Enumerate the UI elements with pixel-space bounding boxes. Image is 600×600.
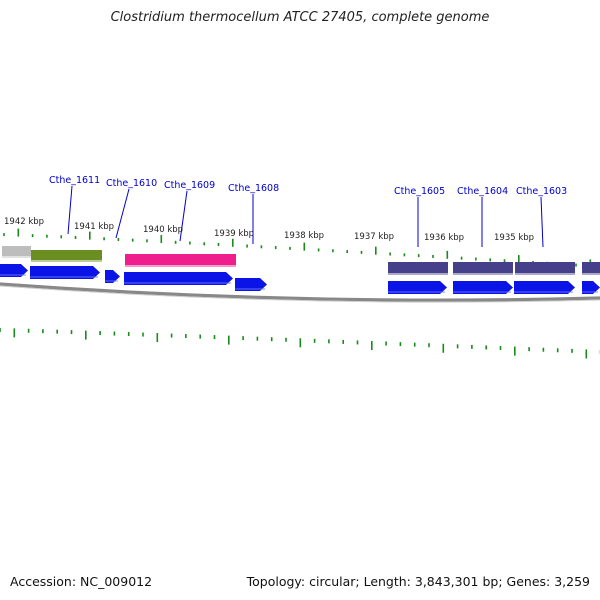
accession-text: Accession: NC_009012 [10, 574, 153, 589]
scale-label: 1936 kbp [424, 233, 464, 243]
feature-block-highlight [388, 273, 448, 275]
feature-block [515, 262, 575, 275]
genome-summary-text: Topology: circular; Length: 3,843,301 bp… [246, 574, 590, 589]
gene-label: Cthe_1610 [106, 178, 157, 189]
gene-leader-line [540, 196, 544, 248]
gene-labels: Cthe_1611 Cthe_1610 Cthe_1609 Cthe_1608 Cthe… [49, 175, 567, 248]
feature-block-highlight [515, 273, 575, 275]
feature-block-highlight [2, 256, 31, 258]
gene-arrow [582, 281, 600, 294]
gene-arrow [105, 270, 120, 283]
feature-blocks [2, 246, 600, 275]
feature-block [31, 250, 102, 262]
scale-label: 1941 kbp [74, 222, 114, 232]
scale-label: 1942 kbp [4, 217, 44, 227]
scale-label: 1939 kbp [214, 229, 254, 239]
feature-block [125, 254, 236, 267]
feature-block [453, 262, 513, 275]
scale-label: 1935 kbp [494, 233, 534, 243]
scale-label: 1937 kbp [354, 232, 394, 242]
feature-block-highlight [31, 260, 102, 262]
gene-arrow [514, 281, 575, 294]
gene-label: Cthe_1604 [457, 186, 508, 197]
feature-block [582, 262, 600, 275]
gene-label: Cthe_1603 [516, 186, 567, 197]
backbone-line-shadow [0, 285, 600, 303]
gene-arrow [30, 266, 100, 279]
feature-block-highlight [453, 273, 513, 275]
gene-arrow [124, 272, 233, 285]
gene-label: Cthe_1605 [394, 186, 445, 197]
gene-arrow [453, 281, 513, 294]
feature-block-highlight [125, 265, 236, 267]
scale-label: 1938 kbp [284, 231, 324, 241]
scale-label: 1940 kbp [143, 225, 183, 235]
gene-leader-line [115, 188, 130, 239]
gene-arrow [0, 264, 28, 277]
gene-leader-line [179, 190, 188, 242]
gene-arrows [0, 264, 600, 294]
inner-tick-ring [0, 328, 600, 359]
feature-block-highlight [582, 273, 600, 275]
gene-label: Cthe_1611 [49, 175, 100, 186]
gene-arrow [235, 278, 267, 291]
scale-labels: 1942 kbp 1941 kbp 1940 kbp 1939 kbp 1938 kbp… [4, 217, 534, 243]
gene-arrow [388, 281, 447, 294]
map-title: Clostridium thermocellum ATCC 27405, com… [110, 10, 490, 25]
gene-leader-line [67, 185, 73, 235]
genome-backbone [0, 282, 600, 303]
feature-block [2, 246, 31, 258]
backbone-line [0, 282, 600, 302]
gene-label: Cthe_1608 [228, 183, 279, 194]
gene-label: Cthe_1609 [164, 180, 215, 191]
feature-block [388, 262, 448, 275]
